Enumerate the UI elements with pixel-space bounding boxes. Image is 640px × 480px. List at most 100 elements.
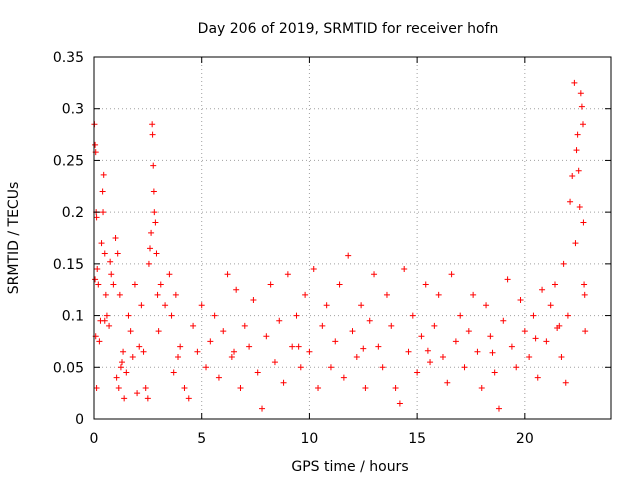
data-point [558, 353, 565, 360]
data-point [491, 369, 498, 376]
data-point [147, 245, 154, 252]
data-point [358, 302, 365, 309]
data-point [379, 364, 386, 371]
data-point [198, 302, 205, 309]
data-point [114, 250, 121, 257]
data-point [457, 312, 464, 319]
x-tick-label: 20 [516, 431, 534, 447]
x-tick-label: 0 [90, 431, 99, 447]
data-point [144, 395, 151, 402]
data-point [231, 348, 238, 355]
data-point [422, 281, 429, 288]
data-point [362, 384, 369, 391]
data-point [152, 219, 159, 226]
data-point [427, 359, 434, 366]
data-point [375, 343, 382, 350]
data-point [101, 250, 108, 257]
data-point [263, 333, 270, 340]
data-point [150, 188, 157, 195]
data-point [181, 384, 188, 391]
data-point [138, 302, 145, 309]
data-point [439, 353, 446, 360]
data-point [117, 364, 124, 371]
data-point [166, 271, 173, 278]
data-point [190, 322, 197, 329]
data-point [444, 379, 451, 386]
data-point [366, 317, 373, 324]
data-point [513, 364, 520, 371]
data-point [340, 374, 347, 381]
data-point [98, 240, 105, 247]
data-point [539, 286, 546, 293]
data-point [579, 121, 586, 128]
data-point [526, 353, 533, 360]
data-point [116, 291, 123, 298]
data-point [100, 209, 107, 216]
data-point [123, 369, 130, 376]
data-point [581, 281, 588, 288]
data-point [500, 317, 507, 324]
data-point [215, 374, 222, 381]
x-tick-label: 10 [301, 431, 319, 447]
data-point [424, 347, 431, 354]
data-point [573, 147, 580, 154]
chart-title: Day 206 of 2019, SRMTID for receiver hof… [198, 21, 499, 37]
data-point [405, 348, 412, 355]
data-point [131, 281, 138, 288]
data-point [241, 322, 248, 329]
data-point [388, 322, 395, 329]
data-point [276, 317, 283, 324]
data-point [327, 364, 334, 371]
data-point [532, 335, 539, 342]
data-point [543, 338, 550, 345]
data-point [504, 276, 511, 283]
data-point [93, 384, 100, 391]
data-point [470, 291, 477, 298]
y-axis-ticks: 0 0.05 0.1 0.15 0.2 0.25 0.3 0.35 [53, 50, 611, 428]
data-point [487, 333, 494, 340]
y-axis-label: SRMTID / TECUs [6, 182, 22, 295]
data-point [99, 188, 106, 195]
data-point [578, 103, 585, 110]
data-point [409, 312, 416, 319]
data-point [582, 328, 589, 335]
data-point [220, 328, 227, 335]
data-point [93, 214, 100, 221]
data-point [580, 219, 587, 226]
y-tick-label: 0.15 [53, 257, 84, 273]
data-point [125, 312, 132, 319]
data-point [101, 317, 108, 324]
data-point [349, 328, 356, 335]
data-point [119, 359, 126, 366]
data-point [452, 338, 459, 345]
data-point [564, 312, 571, 319]
data-point [336, 281, 343, 288]
data-point [581, 291, 588, 298]
data-point [154, 291, 161, 298]
data-point [562, 379, 569, 386]
data-point [129, 353, 136, 360]
data-point [508, 343, 515, 350]
data-point [153, 250, 160, 257]
data-points [91, 79, 589, 412]
data-point [103, 312, 110, 319]
data-point [448, 271, 455, 278]
data-point [551, 281, 558, 288]
data-point [228, 353, 235, 360]
data-point [534, 374, 541, 381]
data-point [284, 271, 291, 278]
data-point [246, 343, 253, 350]
data-point [127, 328, 134, 335]
data-point [431, 322, 438, 329]
data-point [140, 348, 147, 355]
data-point [465, 328, 472, 335]
data-point [414, 369, 421, 376]
x-axis-ticks: 0 5 10 15 20 [90, 57, 534, 447]
data-point [170, 369, 177, 376]
data-point [203, 364, 210, 371]
data-point [271, 359, 278, 366]
y-tick-label: 0.05 [53, 360, 84, 376]
data-point [575, 167, 582, 174]
data-point [112, 235, 119, 241]
